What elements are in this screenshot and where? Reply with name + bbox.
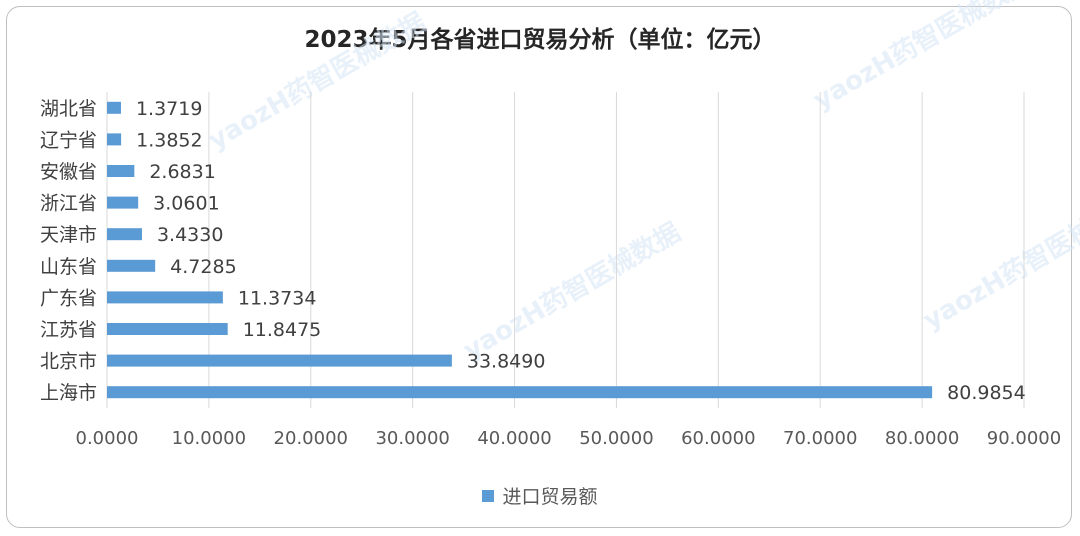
data-label: 4.7285 bbox=[170, 256, 236, 278]
x-tick-label: 50.0000 bbox=[579, 428, 653, 449]
chart-title: 2023年5月各省进口贸易分析（单位：亿元） bbox=[304, 27, 776, 53]
bar bbox=[107, 386, 933, 399]
bar bbox=[107, 228, 142, 241]
x-tick-label: 70.0000 bbox=[783, 428, 857, 449]
category-label: 安徽省 bbox=[40, 161, 97, 183]
x-tick-label: 10.0000 bbox=[172, 428, 246, 449]
watermark-text: yaozH药智医械数据 bbox=[204, 7, 431, 156]
bar bbox=[107, 165, 135, 177]
bar bbox=[107, 196, 139, 209]
category-label: 天津市 bbox=[40, 224, 97, 246]
data-label: 1.3852 bbox=[136, 129, 202, 151]
legend: 进口贸易额 bbox=[0, 482, 1080, 509]
data-label: 33.8490 bbox=[467, 351, 546, 373]
bar bbox=[107, 101, 121, 114]
x-tick-label: 60.0000 bbox=[681, 428, 755, 449]
category-label: 上海市 bbox=[40, 382, 97, 404]
category-labels: 上海市 北京市 江苏省 广东省 山东省 天津市 浙江省 安徽省 辽宁省 湖北省 bbox=[40, 98, 97, 404]
category-label: 北京市 bbox=[40, 351, 97, 373]
category-label: 山东省 bbox=[40, 256, 97, 278]
chart-frame bbox=[6, 6, 1072, 528]
bar bbox=[107, 133, 122, 146]
watermark-text: yaozH药智医械数据 bbox=[919, 187, 1080, 336]
bars bbox=[107, 101, 933, 399]
category-label: 辽宁省 bbox=[40, 129, 97, 151]
data-label: 2.6831 bbox=[149, 161, 215, 183]
x-tick-label: 80.0000 bbox=[885, 428, 959, 449]
bar bbox=[107, 323, 228, 335]
category-label: 江苏省 bbox=[40, 319, 97, 341]
bar bbox=[107, 259, 156, 272]
data-label: 80.9854 bbox=[947, 382, 1026, 404]
x-tick-label: 30.0000 bbox=[375, 428, 449, 449]
data-label: 1.3719 bbox=[136, 98, 202, 120]
legend-swatch bbox=[482, 489, 495, 502]
x-tick-label: 40.0000 bbox=[477, 428, 551, 449]
bar bbox=[107, 354, 452, 367]
data-label: 11.3734 bbox=[238, 287, 317, 309]
category-label: 广东省 bbox=[40, 287, 97, 309]
data-label: 3.0601 bbox=[153, 193, 219, 215]
data-label: 11.8475 bbox=[243, 319, 322, 341]
x-tick-label: 20.0000 bbox=[274, 428, 348, 449]
x-tick-label: 0.0000 bbox=[76, 428, 139, 449]
watermark-text: yaozH药智医械数据 bbox=[459, 217, 686, 366]
x-tick-label: 90.0000 bbox=[987, 428, 1061, 449]
category-label: 浙江省 bbox=[40, 193, 97, 215]
category-label: 湖北省 bbox=[40, 98, 97, 120]
data-label: 3.4330 bbox=[157, 224, 223, 246]
watermark-layer: yaozH药智医械数据yaozH药智医械数据yaozH药智医械数据yaozH药智… bbox=[204, 0, 1080, 366]
legend-label: 进口贸易额 bbox=[502, 486, 598, 508]
bar bbox=[107, 291, 223, 304]
x-tick-labels: 0.0000 10.0000 20.0000 30.0000 40.0000 50.000… bbox=[76, 428, 1062, 449]
